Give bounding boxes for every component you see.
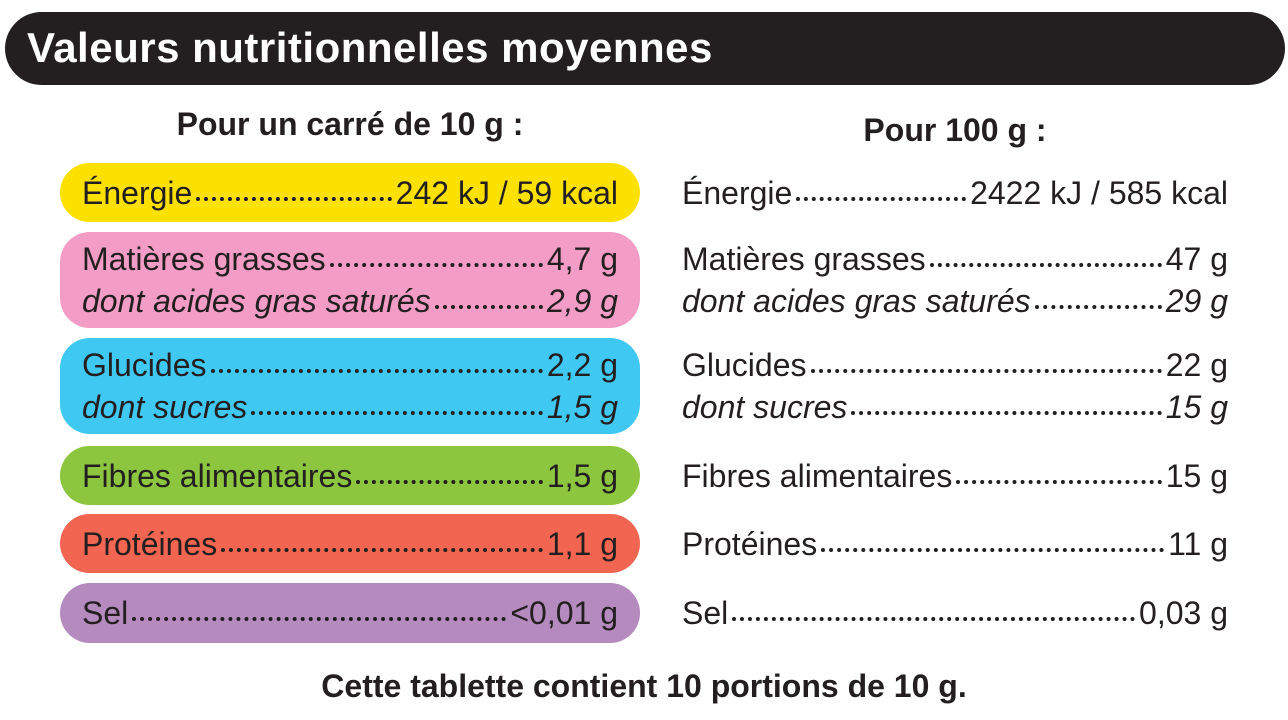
nutrient-value: 1,5 g xyxy=(546,457,618,494)
nutrient-line: dont acides gras saturés 2,9 g xyxy=(82,280,618,322)
nutrient-label: dont sucres xyxy=(682,389,848,425)
dot-leader xyxy=(210,369,543,373)
nutrient-value: 0,03 g xyxy=(1139,595,1228,631)
column-header: Pour 100 g : xyxy=(863,112,1047,148)
nutrient-line: dont sucres 1,5 g xyxy=(82,386,618,428)
dot-leader xyxy=(851,411,1162,415)
dot-leader xyxy=(196,196,392,201)
nutrient-line: Glucides 22 g xyxy=(682,344,1228,386)
nutrient-label: dont acides gras saturés xyxy=(682,283,1031,319)
nutrient-label: dont sucres xyxy=(82,389,248,425)
nutrient-value: 15 g xyxy=(1165,457,1228,494)
nutrient-label: Sel xyxy=(82,595,129,631)
nutrient-value: 29 g xyxy=(1165,283,1228,319)
nutrient-value: 2,2 g xyxy=(546,347,618,383)
nutrient-value: 11 g xyxy=(1168,525,1228,562)
nutrient-line: Sel <0,01 g xyxy=(82,592,618,634)
dot-leader xyxy=(251,411,543,415)
nutrient-value: 2,9 g xyxy=(546,283,618,319)
nutrient-line: Fibres alimentaires 1,5 g xyxy=(82,455,618,497)
nutrient-value: 22 g xyxy=(1165,347,1228,383)
nutrient-group: Glucides 22 g dont sucres 15 g xyxy=(660,338,1250,434)
nutrient-label: Fibres alimentaires xyxy=(682,457,953,494)
nutrient-group: Protéines 1,1 g xyxy=(60,514,640,573)
nutrient-label: Glucides xyxy=(682,347,807,383)
nutrient-line: Matières grasses 47 g xyxy=(682,238,1228,280)
nutrient-label: Énergie xyxy=(682,174,793,211)
dot-leader xyxy=(732,617,1136,621)
nutrient-line: dont sucres 15 g xyxy=(682,386,1228,428)
nutrient-line: Énergie 242 kJ / 59 kcal xyxy=(82,172,618,214)
nutrient-group: Énergie 2422 kJ / 585 kcal xyxy=(660,163,1250,222)
dot-leader xyxy=(434,305,543,309)
title: Valeurs nutritionnelles moyennes xyxy=(27,24,713,71)
nutrient-line: Glucides 2,2 g xyxy=(82,344,618,386)
nutrient-group: Fibres alimentaires 15 g xyxy=(660,446,1250,505)
nutrient-label: Glucides xyxy=(82,347,207,383)
dot-leader xyxy=(821,547,1165,552)
dot-leader xyxy=(929,263,1162,267)
nutrient-group: Matières grasses 4,7 g dont acides gras sa… xyxy=(60,232,640,328)
nutrient-value: <0,01 g xyxy=(510,595,618,631)
nutrient-group: Protéines 11 g xyxy=(660,514,1250,573)
nutrient-label: Fibres alimentaires xyxy=(82,457,353,494)
column-header: Pour un carré de 10 g : xyxy=(176,106,524,142)
nutrient-group: Glucides 2,2 g dont sucres 1,5 g xyxy=(60,338,640,434)
dot-leader xyxy=(1034,305,1162,309)
nutrient-label: Énergie xyxy=(82,174,193,211)
nutrient-group: Fibres alimentaires 1,5 g xyxy=(60,446,640,505)
nutrient-value: 242 kJ / 59 kcal xyxy=(395,174,618,211)
nutrient-line: Protéines 11 g xyxy=(682,523,1228,565)
nutrient-line: Protéines 1,1 g xyxy=(82,523,618,565)
nutrient-value: 47 g xyxy=(1165,241,1228,277)
nutrient-value: 4,7 g xyxy=(546,241,618,277)
nutrient-line: Fibres alimentaires 15 g xyxy=(682,455,1228,497)
title-bar: Valeurs nutritionnelles moyennes xyxy=(5,12,1285,85)
nutrient-line: Énergie 2422 kJ / 585 kcal xyxy=(682,172,1228,214)
nutrient-label: dont acides gras saturés xyxy=(82,283,431,319)
nutrient-line: Matières grasses 4,7 g xyxy=(82,238,618,280)
nutrient-label: Protéines xyxy=(82,525,218,562)
nutrient-line: dont acides gras saturés 29 g xyxy=(682,280,1228,322)
nutrient-label: Sel xyxy=(682,595,729,631)
dot-leader xyxy=(329,263,543,267)
nutrient-value: 1,5 g xyxy=(546,389,618,425)
nutrient-value: 1,1 g xyxy=(546,525,618,562)
dot-leader xyxy=(810,369,1162,373)
dot-leader xyxy=(356,479,543,484)
footer-note: Cette tablette contient 10 portions de 1… xyxy=(321,668,967,704)
nutrient-label: Matières grasses xyxy=(682,241,926,277)
nutrient-value: 2422 kJ / 585 kcal xyxy=(970,174,1228,211)
dot-leader xyxy=(956,479,1162,484)
dot-leader xyxy=(796,196,967,201)
nutrient-label: Matières grasses xyxy=(82,241,326,277)
nutrient-value: 15 g xyxy=(1165,389,1228,425)
dot-leader xyxy=(132,617,507,621)
nutrient-group: Énergie 242 kJ / 59 kcal xyxy=(60,163,640,222)
dot-leader xyxy=(221,547,543,552)
nutrient-group: Sel 0,03 g xyxy=(660,583,1250,643)
nutrient-group: Matières grasses 47 g dont acides gras sat… xyxy=(660,232,1250,328)
nutrient-label: Protéines xyxy=(682,525,818,562)
nutrient-group: Sel <0,01 g xyxy=(60,583,640,643)
nutrient-line: Sel 0,03 g xyxy=(682,592,1228,634)
